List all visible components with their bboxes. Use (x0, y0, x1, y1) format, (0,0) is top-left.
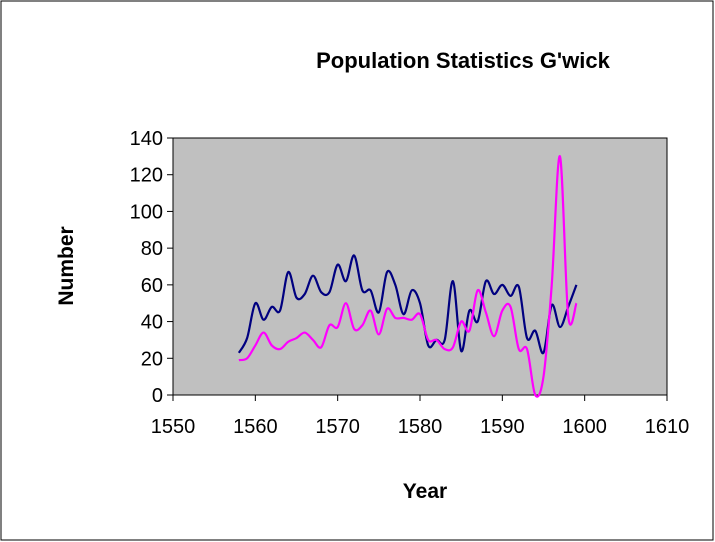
x-axis-label: Year (403, 480, 447, 503)
line-series (238, 155, 578, 398)
x-tick-label: 1580 (398, 416, 443, 438)
y-tick-label: 20 (141, 348, 163, 370)
y-tick-label: 100 (130, 201, 163, 223)
y-tick-label: 60 (141, 275, 163, 297)
line-series (237, 254, 578, 355)
y-tick-label: 140 (130, 128, 163, 150)
x-tick-label: 1550 (151, 416, 196, 438)
x-tick-label: 1570 (315, 416, 360, 438)
x-tick-label: 1560 (233, 416, 278, 438)
x-tick-label: 1590 (480, 416, 525, 438)
y-axis-label: Number (55, 226, 78, 305)
y-tick-label: 40 (141, 312, 163, 334)
y-tick-label: 80 (141, 238, 163, 260)
plot-area (172, 137, 668, 396)
y-tick-label: 0 (152, 385, 163, 407)
x-tick-label: 1600 (562, 416, 607, 438)
chart-title: Population Statistics G'wick (316, 48, 610, 73)
x-tick-label: 1610 (645, 416, 690, 438)
y-tick-label: 120 (130, 165, 163, 187)
